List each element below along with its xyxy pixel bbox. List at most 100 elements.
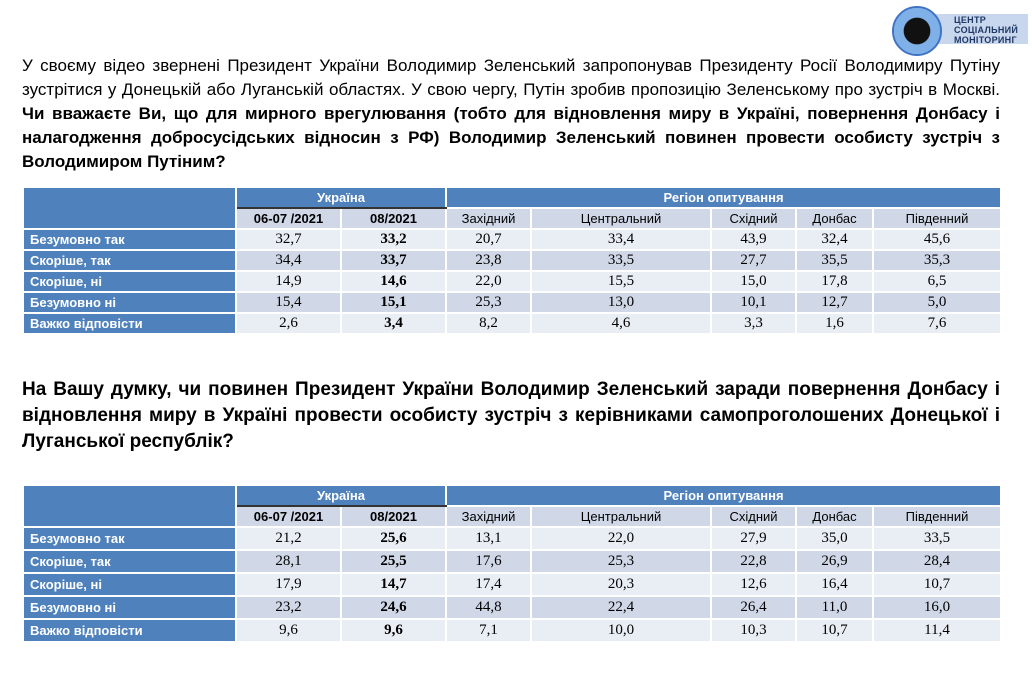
column-header: Південний — [872, 505, 1003, 528]
cell-value: 10,7 — [872, 572, 1003, 597]
table-row: Скоріше, так 34,4 33,7 23,8 33,5 27,7 35,5 35,3 — [22, 249, 1003, 272]
cell-value: 20,7 — [445, 228, 533, 251]
cell-value: 15,0 — [710, 270, 798, 293]
table-row: Важко відповісти 9,6 9,6 7,1 10,0 10,3 10,7 11,… — [22, 618, 1003, 643]
cell-value: 16,0 — [872, 595, 1003, 620]
cell-value: 32,7 — [235, 228, 342, 251]
cell-value: 25,3 — [530, 549, 713, 574]
logo-text: ЦЕНТР СОЦІАЛЬНИЙ МОНІТОРИНГ — [954, 15, 1018, 45]
row-label: Скоріше, ні — [22, 572, 237, 597]
cell-value: 10,1 — [710, 291, 798, 314]
cell-value: 34,4 — [235, 249, 342, 272]
column-header: Східний — [710, 207, 798, 230]
corner-cell — [22, 186, 237, 230]
header-ukraine: Україна — [234, 186, 448, 209]
cell-value: 27,7 — [710, 249, 798, 272]
cell-value: 26,4 — [710, 595, 798, 620]
cell-value: 10,7 — [795, 618, 875, 643]
cell-value: 8,2 — [445, 312, 533, 335]
cell-value: 28,1 — [235, 549, 342, 574]
corner-cell — [22, 484, 237, 528]
table-row: Важко відповісти 2,6 3,4 8,2 4,6 3,3 1,6 7,6 — [22, 312, 1003, 335]
row-label: Важко відповісти — [22, 312, 237, 335]
cell-value: 25,3 — [445, 291, 533, 314]
results-table-2: Україна Регіон опитування 06-07 /2021 08/2… — [22, 484, 1003, 643]
cell-value: 35,0 — [795, 526, 875, 551]
cell-value: 2,6 — [235, 312, 342, 335]
header-region: Регіон опитування — [445, 484, 1003, 507]
cell-value: 11,0 — [795, 595, 875, 620]
cell-value: 23,2 — [235, 595, 342, 620]
cell-value: 33,7 — [339, 249, 448, 272]
cell-value: 22,4 — [530, 595, 713, 620]
cell-value: 26,9 — [795, 549, 875, 574]
cell-value: 5,0 — [872, 291, 1003, 314]
logo-line: ЦЕНТР — [954, 15, 987, 25]
cell-value: 13,0 — [530, 291, 713, 314]
cell-value: 17,6 — [445, 549, 533, 574]
cell-value: 17,9 — [235, 572, 342, 597]
cell-value: 28,4 — [872, 549, 1003, 574]
row-label: Безумовно так — [22, 526, 237, 551]
cell-value: 35,3 — [872, 249, 1003, 272]
cell-value: 25,6 — [339, 526, 448, 551]
question-2: На Вашу думку, чи повинен Президент Укра… — [22, 379, 1000, 452]
cell-value: 24,6 — [339, 595, 448, 620]
column-header: 06-07 /2021 — [235, 207, 342, 230]
table-row: Скоріше, ні 17,9 14,7 17,4 20,3 12,6 16,4 10,7 — [22, 572, 1003, 597]
cell-value: 15,4 — [235, 291, 342, 314]
column-header: Південний — [872, 207, 1003, 230]
cell-value: 6,5 — [872, 270, 1003, 293]
cell-value: 32,4 — [795, 228, 875, 251]
table-row: Безумовно ні 15,4 15,1 25,3 13,0 10,1 12,7 5,0 — [22, 291, 1003, 314]
question-1-text: Чи вважаєте Ви, що для мирного врегулюва… — [22, 104, 1000, 171]
cell-value: 21,2 — [235, 526, 342, 551]
cell-value: 9,6 — [339, 618, 448, 643]
cell-value: 12,7 — [795, 291, 875, 314]
table-row: Скоріше, так 28,1 25,5 17,6 25,3 22,8 26,9 28,4 — [22, 549, 1003, 574]
row-label: Скоріше, ні — [22, 270, 237, 293]
row-label: Безумовно ні — [22, 595, 237, 620]
cell-value: 14,9 — [235, 270, 342, 293]
cell-value: 17,8 — [795, 270, 875, 293]
table-row: Безумовно так 21,2 25,6 13,1 22,0 27,9 35,0 33,… — [22, 526, 1003, 551]
cell-value: 33,4 — [530, 228, 713, 251]
cell-value: 20,3 — [530, 572, 713, 597]
cell-value: 25,5 — [339, 549, 448, 574]
cell-value: 4,6 — [530, 312, 713, 335]
table-row: Безумовно так 32,7 33,2 20,7 33,4 43,9 32,4 45,… — [22, 228, 1003, 251]
cell-value: 27,9 — [710, 526, 798, 551]
cell-value: 33,2 — [339, 228, 448, 251]
cell-value: 12,6 — [710, 572, 798, 597]
cell-value: 7,6 — [872, 312, 1003, 335]
column-header: 08/2021 — [339, 207, 448, 230]
column-header: Донбас — [795, 505, 875, 528]
cell-value: 35,5 — [795, 249, 875, 272]
row-label: Скоріше, так — [22, 249, 237, 272]
logo-line: СОЦІАЛЬНИЙ — [954, 25, 1019, 35]
cell-value: 43,9 — [710, 228, 798, 251]
logo: ЦЕНТР СОЦІАЛЬНИЙ МОНІТОРИНГ — [888, 4, 1028, 56]
cell-value: 22,0 — [530, 526, 713, 551]
cell-value: 13,1 — [445, 526, 533, 551]
cell-value: 15,1 — [339, 291, 448, 314]
column-header: Східний — [710, 505, 798, 528]
cell-value: 10,0 — [530, 618, 713, 643]
cell-value: 33,5 — [872, 526, 1003, 551]
cell-value: 14,7 — [339, 572, 448, 597]
header-region: Регіон опитування — [445, 186, 1003, 209]
logo-eye-icon — [892, 6, 942, 56]
cell-value: 14,6 — [339, 270, 448, 293]
cell-value: 22,0 — [445, 270, 533, 293]
column-header: Донбас — [795, 207, 875, 230]
cell-value: 16,4 — [795, 572, 875, 597]
cell-value: 22,8 — [710, 549, 798, 574]
cell-value: 9,6 — [235, 618, 342, 643]
column-header: Західний — [445, 207, 533, 230]
cell-value: 7,1 — [445, 618, 533, 643]
header-ukraine: Україна — [234, 484, 448, 507]
cell-value: 23,8 — [445, 249, 533, 272]
column-header: Центральний — [530, 505, 713, 528]
table-row: Скоріше, ні 14,9 14,6 22,0 15,5 15,0 17,8 6,5 — [22, 270, 1003, 293]
cell-value: 44,8 — [445, 595, 533, 620]
